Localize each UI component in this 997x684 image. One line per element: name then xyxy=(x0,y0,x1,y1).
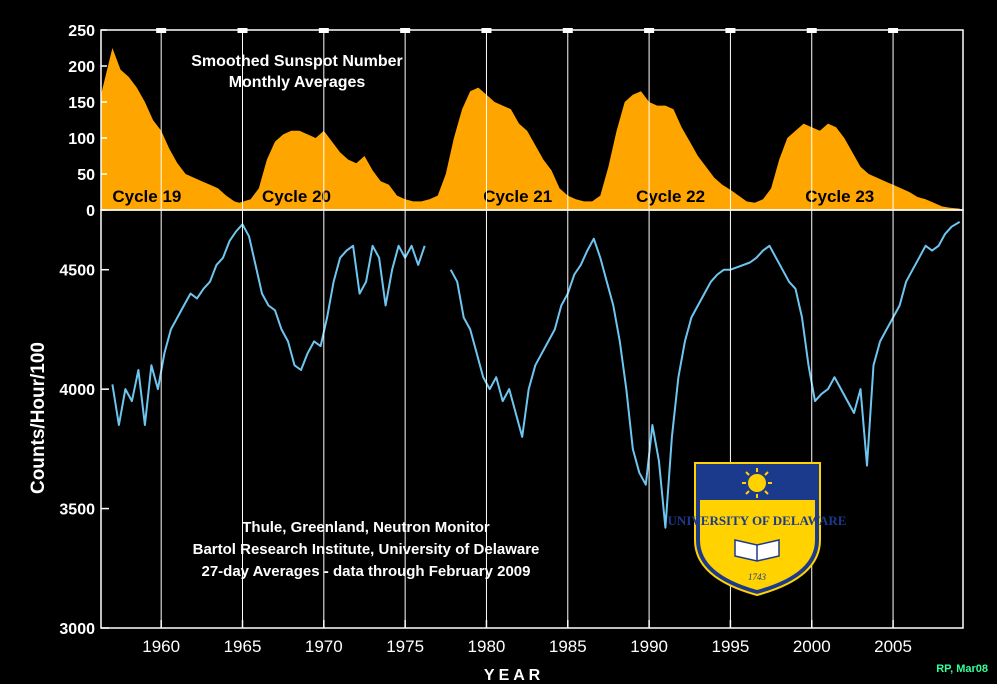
sunspot-ytick-label: 0 xyxy=(86,203,95,220)
top-tick xyxy=(644,28,655,33)
top-tick xyxy=(888,28,899,33)
xtick-label: 1990 xyxy=(630,637,668,656)
sunspot-title: Smoothed Sunspot Number xyxy=(191,53,403,70)
cycle-label: Cycle 19 xyxy=(112,187,181,206)
nm-ytick-label: 3500 xyxy=(59,502,95,519)
sunspot-ytick-label: 100 xyxy=(68,131,95,148)
cycle-label: Cycle 22 xyxy=(636,187,705,206)
xtick-label: 2000 xyxy=(793,637,831,656)
cycle-label: Cycle 23 xyxy=(805,187,874,206)
top-tick xyxy=(318,28,329,33)
neutron-monitor-panel xyxy=(111,221,961,529)
xtick-label: 1965 xyxy=(224,637,262,656)
top-tick xyxy=(481,28,492,33)
top-tick xyxy=(806,28,817,33)
top-tick xyxy=(156,28,167,33)
top-tick xyxy=(237,28,248,33)
sunspot-panel: Cycle 19 Cycle 20 Cycle 21 Cycle 22 Cycle 23 xyxy=(101,48,960,210)
sunspot-ytick-label: 250 xyxy=(68,23,95,40)
x-axis-label: Y E A R xyxy=(484,667,541,684)
sunspot-ytick-label: 150 xyxy=(68,95,95,112)
sunspot-area xyxy=(101,48,960,210)
xtick-label: 2005 xyxy=(874,637,912,656)
neutron-series-0 xyxy=(111,223,426,426)
logo-text: UNIVERSITY OF DELAWARE xyxy=(668,513,847,528)
nm-subtitle: Bartol Research Institute, University of… xyxy=(193,541,540,558)
open-book-icon xyxy=(734,539,780,562)
top-tick xyxy=(400,28,411,33)
sun-emblem-icon xyxy=(742,468,772,498)
y-axis-label: Counts/Hour/100 xyxy=(28,342,49,494)
xtick-label: 1975 xyxy=(386,637,424,656)
nm-title: Thule, Greenland, Neutron Monitor xyxy=(242,519,490,536)
sunspot-ytick-label: 200 xyxy=(68,59,95,76)
cycle-label: Cycle 20 xyxy=(262,187,331,206)
credit-text: RP, Mar08 xyxy=(936,663,988,675)
xtick-label: 1995 xyxy=(712,637,750,656)
xtick-label: 1960 xyxy=(142,637,180,656)
top-tick xyxy=(725,28,736,33)
neutron-frame xyxy=(100,209,964,629)
cycle-label: Cycle 21 xyxy=(483,187,552,206)
xtick-label: 1970 xyxy=(305,637,343,656)
sunspot-ytick-label: 50 xyxy=(77,167,95,184)
neutron-series-1 xyxy=(449,221,961,529)
sunspot-subtitle: Monthly Averages xyxy=(229,74,366,91)
nm-ytick-label: 3000 xyxy=(59,621,95,638)
nm-ytick-label: 4500 xyxy=(59,263,95,280)
xtick-label: 1980 xyxy=(468,637,506,656)
axes: 0 50 100 150 200 250 3000 3500 4000 4500 1960 1965 1… xyxy=(59,23,964,656)
top-tick xyxy=(562,28,573,33)
xtick-label: 1985 xyxy=(549,637,587,656)
nm-ytick-label: 4000 xyxy=(59,382,95,399)
university-logo: UNIVERSITY OF DELAWARE 1743 xyxy=(668,462,847,597)
nm-note: 27-day Averages - data through February … xyxy=(201,563,530,580)
logo-year: 1743 xyxy=(748,572,767,582)
